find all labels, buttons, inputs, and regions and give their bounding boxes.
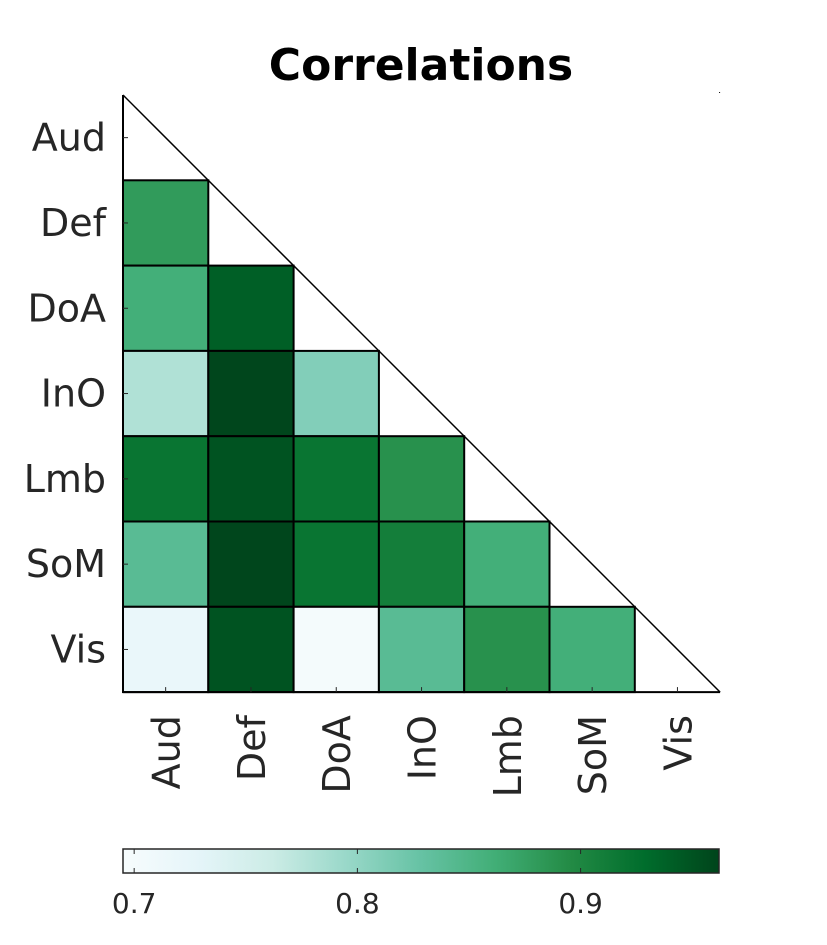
colorbar-bar [122, 848, 720, 874]
heatmap-cell-lmb-aud [122, 435, 210, 523]
heatmap-cell-som-aud [122, 520, 210, 608]
heatmap-frame [122, 92, 721, 694]
heatmap-cell-ino-aud [122, 349, 210, 438]
row-label-lmb: Lmb [24, 457, 106, 501]
column-label-def: Def [230, 713, 274, 781]
heatmap-cell-vis-doa [292, 605, 380, 694]
column-label-vis: Vis [656, 715, 700, 771]
heatmap-cell-def-aud [122, 179, 210, 267]
heatmap-cell-som-lmb [463, 520, 551, 608]
colorbar-tick-label: 0.7 [112, 887, 157, 920]
heatmap-cell-doa-aud [122, 264, 210, 352]
row-label-ino: InO [41, 372, 106, 416]
row-label-def: Def [40, 201, 108, 245]
row-labels: Aud Def DoA InO Lmb SoM Vis [24, 116, 108, 672]
heatmap-cell-vis-def [207, 605, 295, 694]
chart-title: Correlations [269, 40, 573, 91]
column-label-aud: Aud [145, 715, 189, 789]
row-label-aud: Aud [32, 116, 106, 160]
column-label-som: SoM [571, 715, 615, 795]
column-label-ino: InO [401, 715, 445, 780]
diagonal-line [122, 94, 721, 693]
heatmap-cell-vis-aud [122, 605, 210, 694]
heatmap-cell-doa-def [207, 264, 295, 352]
heatmap-cell-lmb-ino [377, 435, 466, 523]
heatmap-cells [122, 179, 636, 694]
heatmap-cell-som-def [207, 520, 295, 608]
colorbar: 0.7 0.8 0.9 [112, 848, 720, 920]
heatmap-cell-vis-ino [377, 605, 466, 694]
row-label-vis: Vis [50, 627, 106, 671]
heatmap-cell-ino-doa [292, 349, 380, 438]
heatmap-cell-som-ino [377, 520, 466, 608]
column-label-lmb: Lmb [486, 715, 530, 797]
column-label-doa: DoA [315, 715, 359, 794]
colorbar-tick-label: 0.8 [335, 887, 380, 920]
heatmap-cell-lmb-doa [292, 435, 380, 523]
heatmap-cell-som-doa [292, 520, 380, 608]
heatmap-cell-ino-def [207, 349, 295, 438]
column-labels: Aud Def DoA InO Lmb SoM Vis [145, 713, 701, 797]
row-label-som: SoM [26, 542, 106, 586]
heatmap-cell-vis-som [548, 605, 636, 694]
heatmap-cell-vis-lmb [463, 605, 551, 694]
colorbar-tick-label: 0.9 [558, 887, 603, 920]
corner-mark [719, 92, 721, 93]
heatmap-cell-lmb-def [207, 435, 295, 523]
row-label-doa: DoA [27, 286, 106, 330]
